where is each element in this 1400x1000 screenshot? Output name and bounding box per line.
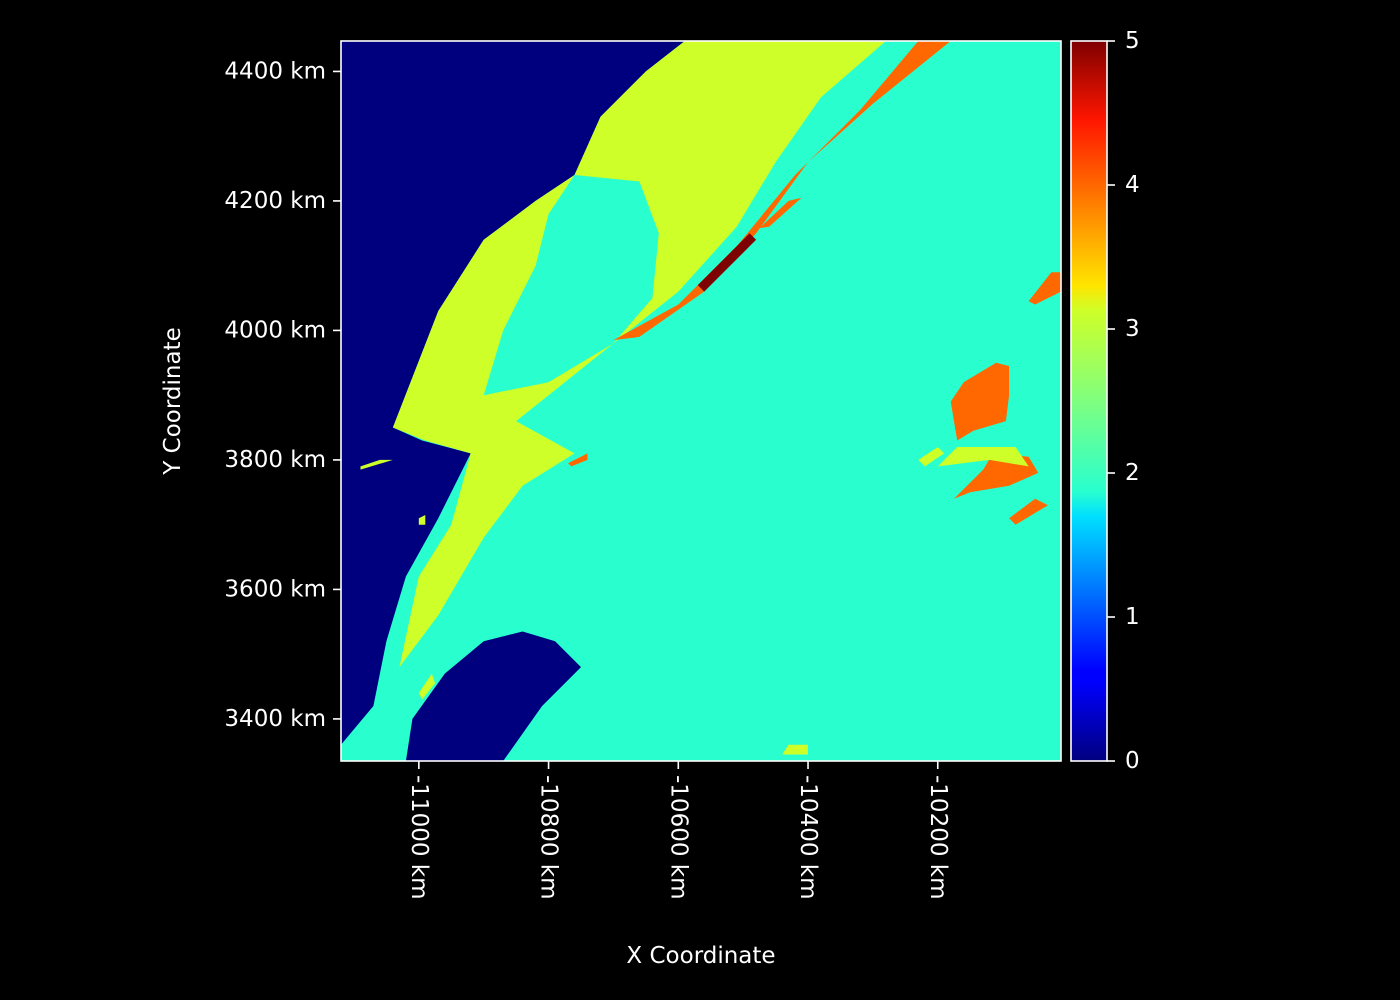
region-east-patch-c	[1009, 498, 1048, 525]
region-islet-a	[360, 459, 393, 470]
x-axis-title: X Coordinate	[626, 943, 775, 969]
x-axis: -11000 km -10800 km -10600 km -10400 km -102…	[406, 761, 951, 900]
colorbar-gradient	[1071, 41, 1107, 761]
colorbar-tick-label: 0	[1125, 748, 1140, 774]
y-tick-label: 4200 km	[224, 188, 326, 214]
region-east-patch-b	[954, 453, 1039, 499]
region-ridge-peak	[697, 233, 757, 292]
y-tick-label: 4400 km	[224, 58, 326, 84]
colorbar: 0 1 2 3 4 5	[1070, 28, 1140, 774]
region-band-main	[392, 41, 886, 668]
region-water-west	[341, 41, 685, 745]
region-south-fleck	[782, 744, 808, 755]
y-tick-label: 3400 km	[224, 706, 326, 732]
y-tick-label: 3600 km	[224, 576, 326, 602]
colorbar-tick-label: 4	[1125, 172, 1140, 198]
colorbar-frame	[1070, 40, 1108, 762]
x-tick-label: -10200 km	[925, 775, 951, 900]
colorbar-tick-label: 5	[1125, 28, 1140, 54]
y-tick-label: 4000 km	[224, 317, 326, 343]
y-axis: 3400 km 3600 km 3800 km 4000 km 4200 km 4400 …	[224, 58, 341, 732]
colorbar-ticks: 0 1 2 3 4 5	[1107, 28, 1140, 774]
region-central-fleck	[568, 453, 588, 467]
region-east-speckle-b	[918, 447, 945, 467]
region-east-speckle-a	[937, 447, 1029, 467]
colorbar-tick-label: 3	[1125, 316, 1140, 342]
region-inlet	[483, 175, 659, 396]
y-axis-title: Y Coordinate	[160, 327, 186, 475]
heatmap-regions	[341, 41, 1061, 761]
region-east-patch-a	[950, 362, 1010, 441]
x-tick-label: -10400 km	[795, 775, 821, 900]
region-coastal-fleck-a	[418, 673, 436, 700]
x-tick-label: -10800 km	[536, 775, 562, 900]
region-water-southwest	[405, 631, 581, 761]
region-ridge-fleck	[759, 197, 802, 229]
colorbar-tick-label: 1	[1125, 604, 1140, 630]
x-tick-label: -11000 km	[406, 775, 432, 900]
plot-area	[340, 40, 1062, 762]
colorbar-tick-label: 2	[1125, 460, 1140, 486]
y-tick-label: 3800 km	[224, 447, 326, 473]
region-islet-b	[418, 515, 426, 525]
x-tick-label: -10600 km	[665, 775, 691, 900]
region-east-patch-d	[1028, 272, 1061, 305]
plot-frame	[340, 40, 1062, 762]
